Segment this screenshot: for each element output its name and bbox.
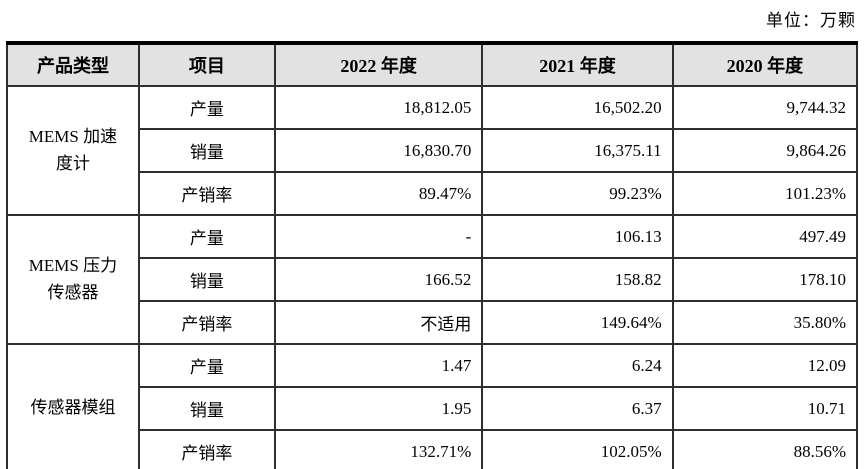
header-row: 产品类型 项目 2022 年度 2021 年度 2020 年度 (6, 45, 859, 87)
value-2021: 16,502.20 (481, 85, 674, 130)
header-year-2021: 2021 年度 (481, 45, 674, 87)
value-2020: 178.10 (671, 257, 859, 302)
unit-label: 单位：万颗 (766, 11, 856, 30)
value-2021: 158.82 (481, 257, 674, 302)
table-row: 产销率 89.47% 99.23% 101.23% (7, 171, 859, 216)
item-cell: 销量 (137, 257, 276, 302)
value-2022: 18,812.05 (273, 85, 484, 130)
value-2022: 132.71% (273, 429, 484, 469)
value-2022: 166.52 (273, 257, 484, 302)
category-label: MEMS 加速度计 (28, 127, 118, 173)
production-sales-table: 产品类型 项目 2022 年度 2021 年度 2020 年度 MEMS 加速度… (6, 45, 859, 469)
value-2020: 12.09 (671, 343, 859, 388)
production-sales-table-wrap: 产品类型 项目 2022 年度 2021 年度 2020 年度 MEMS 加速度… (6, 41, 859, 469)
table-row: 传感器模组 产量 1.47 6.24 12.09 (6, 343, 859, 469)
item-cell: 产销率 (137, 429, 276, 469)
value-2021: 16,375.11 (481, 128, 674, 173)
table-row: 产销率 不适用 149.64% 35.80% (7, 300, 859, 345)
header-year-2022: 2022 年度 (273, 45, 484, 87)
value-2022: 不适用 (273, 300, 484, 345)
header-year-2020: 2020 年度 (671, 45, 859, 87)
value-2022: - (273, 214, 484, 259)
table-row: 销量 16,830.70 16,375.11 9,864.26 (7, 128, 859, 173)
value-2020: 35.80% (671, 300, 859, 345)
table-row: 销量 166.52 158.82 178.10 (7, 257, 859, 302)
value-2020: 9,864.26 (671, 128, 859, 173)
value-2021: 6.24 (481, 343, 674, 388)
category-label: 传感器模组 (30, 398, 116, 418)
category-cell-mems-pressure-sensor: MEMS 压力传感器 (6, 214, 140, 345)
value-2020: 10.71 (671, 386, 859, 431)
table-row: MEMS 加速度计 产量 18,812.05 16,502.20 9,744.3… (6, 85, 859, 216)
item-cell: 产量 (137, 214, 276, 259)
value-2021: 6.37 (481, 386, 674, 431)
item-cell: 销量 (137, 386, 276, 431)
header-product-type: 产品类型 (6, 45, 140, 87)
header-item: 项目 (137, 45, 276, 87)
category-label: MEMS 压力传感器 (28, 256, 118, 302)
value-2022: 1.95 (273, 386, 484, 431)
value-2021: 106.13 (481, 214, 674, 259)
item-cell: 产量 (137, 343, 276, 388)
value-2020: 9,744.32 (671, 85, 859, 130)
table-row: 销量 1.95 6.37 10.71 (7, 386, 859, 431)
value-2021: 102.05% (481, 429, 674, 469)
item-cell: 产销率 (137, 171, 276, 216)
value-2020: 497.49 (671, 214, 859, 259)
category-cell-sensor-module: 传感器模组 (6, 343, 140, 469)
category-cell-mems-accelerometer: MEMS 加速度计 (6, 85, 140, 216)
value-2020: 101.23% (671, 171, 859, 216)
value-2022: 89.47% (273, 171, 484, 216)
value-2022: 16,830.70 (273, 128, 484, 173)
value-2021: 99.23% (481, 171, 674, 216)
value-2020: 88.56% (671, 429, 859, 469)
item-cell: 产销率 (137, 300, 276, 345)
item-cell: 销量 (137, 128, 276, 173)
value-2021: 149.64% (481, 300, 674, 345)
table-row: 产销率 132.71% 102.05% 88.56% (7, 429, 859, 469)
table-row: MEMS 压力传感器 产量 - 106.13 497.49 (6, 214, 859, 345)
value-2022: 1.47 (273, 343, 484, 388)
item-cell: 产量 (137, 85, 276, 130)
